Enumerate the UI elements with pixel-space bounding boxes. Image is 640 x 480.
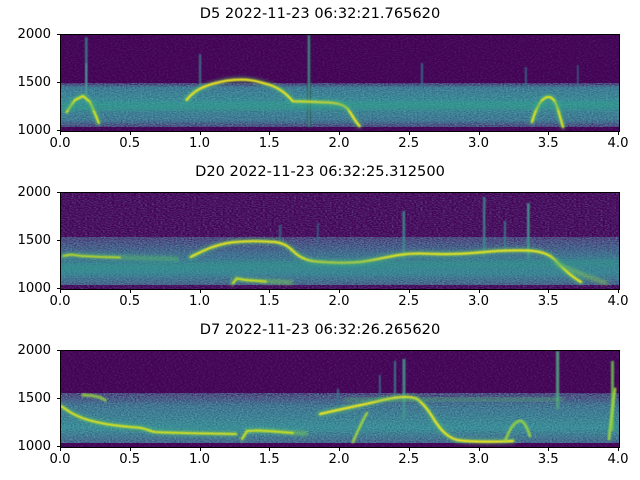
xtick-label: 3.0 <box>468 294 489 309</box>
ytick-mark <box>56 130 60 131</box>
xtick-label: 3.5 <box>537 294 559 309</box>
xtick-label: 1.5 <box>258 452 280 467</box>
xtick-label: 4.0 <box>607 452 629 467</box>
ytick-mark <box>56 240 60 241</box>
spectrogram-image <box>61 351 619 447</box>
xtick-mark <box>618 131 619 135</box>
plot-area <box>60 350 620 448</box>
xtick-label: 2.5 <box>398 294 420 309</box>
xtick-mark <box>478 131 480 135</box>
xtick-mark <box>129 131 131 135</box>
xtick-mark <box>408 289 410 293</box>
ytick-label: 2000 <box>17 342 51 358</box>
ytick-label: 1000 <box>17 280 51 296</box>
xtick-mark <box>339 131 340 135</box>
ytick-label: 1000 <box>17 438 51 454</box>
xtick-label: 1.5 <box>258 294 280 309</box>
xtick-mark <box>408 131 410 135</box>
xtick-label: 2.0 <box>328 294 350 309</box>
xtick-mark <box>618 289 619 293</box>
xtick-mark <box>339 447 340 451</box>
panel-title: D5 2022-11-23 06:32:21.765620 <box>199 5 441 22</box>
xtick-mark <box>548 447 550 451</box>
xtick-mark <box>129 447 131 451</box>
xtick-mark <box>60 289 61 293</box>
xtick-mark <box>60 447 61 451</box>
ytick-label: 1500 <box>17 390 51 406</box>
xtick-mark <box>478 447 480 451</box>
xtick-mark <box>199 289 201 293</box>
ytick-label: 1500 <box>17 232 51 248</box>
panel-title: D20 2022-11-23 06:32:25.312500 <box>195 163 445 180</box>
xtick-label: 1.0 <box>189 452 210 467</box>
plot-area <box>60 192 620 290</box>
xtick-mark <box>269 131 271 135</box>
panel-title: D7 2022-11-23 06:32:26.265620 <box>199 321 441 338</box>
xtick-mark <box>129 289 131 293</box>
xtick-label: 4.0 <box>607 294 629 309</box>
xtick-mark <box>60 131 61 135</box>
xtick-label: 2.0 <box>328 452 350 467</box>
ytick-label: 1500 <box>17 74 51 90</box>
xtick-mark <box>548 289 550 293</box>
xtick-label: 2.0 <box>328 136 350 151</box>
spectrogram-image <box>61 35 619 131</box>
ytick-mark <box>56 350 60 351</box>
ytick-label: 2000 <box>17 26 51 42</box>
ytick-mark <box>56 288 60 289</box>
xtick-mark <box>269 289 271 293</box>
ytick-mark <box>56 398 60 399</box>
ytick-mark <box>56 82 60 83</box>
spectrogram-image <box>61 193 619 289</box>
xtick-label: 3.0 <box>468 136 489 151</box>
xtick-label: 0.5 <box>119 294 141 309</box>
xtick-mark <box>199 131 201 135</box>
xtick-label: 2.5 <box>398 136 420 151</box>
xtick-label: 3.5 <box>537 452 559 467</box>
spectrogram-panel-3: D7 2022-11-23 06:32:26.265620 <box>0 316 640 476</box>
ytick-mark <box>56 192 60 193</box>
xtick-mark <box>408 447 410 451</box>
xtick-mark <box>548 131 550 135</box>
xtick-mark <box>618 447 619 451</box>
xtick-label: 0.0 <box>49 452 71 467</box>
xtick-label: 0.5 <box>119 136 141 151</box>
ytick-mark <box>56 34 60 35</box>
xtick-label: 1.0 <box>189 136 210 151</box>
xtick-label: 0.5 <box>119 452 141 467</box>
ytick-label: 1000 <box>17 122 51 138</box>
ytick-mark <box>56 446 60 447</box>
spectrogram-panel-2: D20 2022-11-23 06:32:25.312500 <box>0 158 640 318</box>
xtick-label: 0.0 <box>49 294 71 309</box>
xtick-label: 3.0 <box>468 452 489 467</box>
xtick-label: 2.5 <box>398 452 420 467</box>
xtick-label: 4.0 <box>607 136 629 151</box>
ytick-label: 2000 <box>17 184 51 200</box>
spectrogram-panel-1: D5 2022-11-23 06:32:21.765620 <box>0 0 640 160</box>
plot-area <box>60 34 620 132</box>
xtick-label: 0.0 <box>49 136 71 151</box>
xtick-mark <box>339 289 340 293</box>
xtick-label: 3.5 <box>537 136 559 151</box>
xtick-label: 1.5 <box>258 136 280 151</box>
xtick-mark <box>478 289 480 293</box>
xtick-mark <box>269 447 271 451</box>
xtick-mark <box>199 447 201 451</box>
xtick-label: 1.0 <box>189 294 210 309</box>
